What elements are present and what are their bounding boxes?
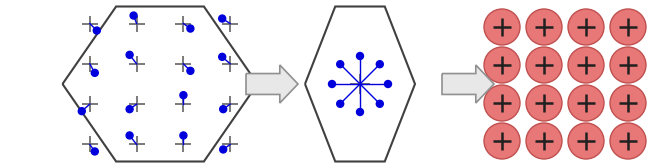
Circle shape: [126, 51, 133, 58]
Circle shape: [484, 85, 520, 121]
Circle shape: [376, 100, 383, 107]
Circle shape: [526, 123, 562, 159]
Circle shape: [130, 12, 137, 19]
Circle shape: [126, 132, 133, 139]
Circle shape: [219, 53, 225, 60]
Circle shape: [526, 47, 562, 83]
Circle shape: [484, 9, 520, 45]
Circle shape: [484, 47, 520, 83]
Circle shape: [219, 15, 225, 22]
Circle shape: [329, 80, 336, 88]
Circle shape: [78, 108, 85, 115]
Circle shape: [187, 25, 194, 32]
Circle shape: [180, 132, 187, 139]
Circle shape: [610, 47, 646, 83]
Circle shape: [376, 61, 383, 68]
Circle shape: [610, 9, 646, 45]
Polygon shape: [246, 65, 298, 103]
Circle shape: [610, 85, 646, 121]
Circle shape: [568, 123, 604, 159]
Circle shape: [187, 67, 194, 74]
Circle shape: [91, 148, 98, 155]
Circle shape: [484, 123, 520, 159]
Circle shape: [336, 61, 344, 68]
Circle shape: [356, 52, 364, 59]
Circle shape: [610, 123, 646, 159]
Circle shape: [93, 27, 100, 34]
Circle shape: [180, 92, 187, 99]
Circle shape: [568, 9, 604, 45]
Circle shape: [219, 106, 227, 113]
Circle shape: [526, 85, 562, 121]
Circle shape: [568, 47, 604, 83]
Circle shape: [526, 9, 562, 45]
Circle shape: [336, 100, 344, 107]
Circle shape: [356, 109, 364, 116]
Circle shape: [385, 80, 391, 88]
Polygon shape: [442, 65, 494, 103]
Circle shape: [91, 69, 98, 76]
Circle shape: [568, 85, 604, 121]
Circle shape: [219, 146, 227, 153]
Circle shape: [126, 106, 133, 113]
